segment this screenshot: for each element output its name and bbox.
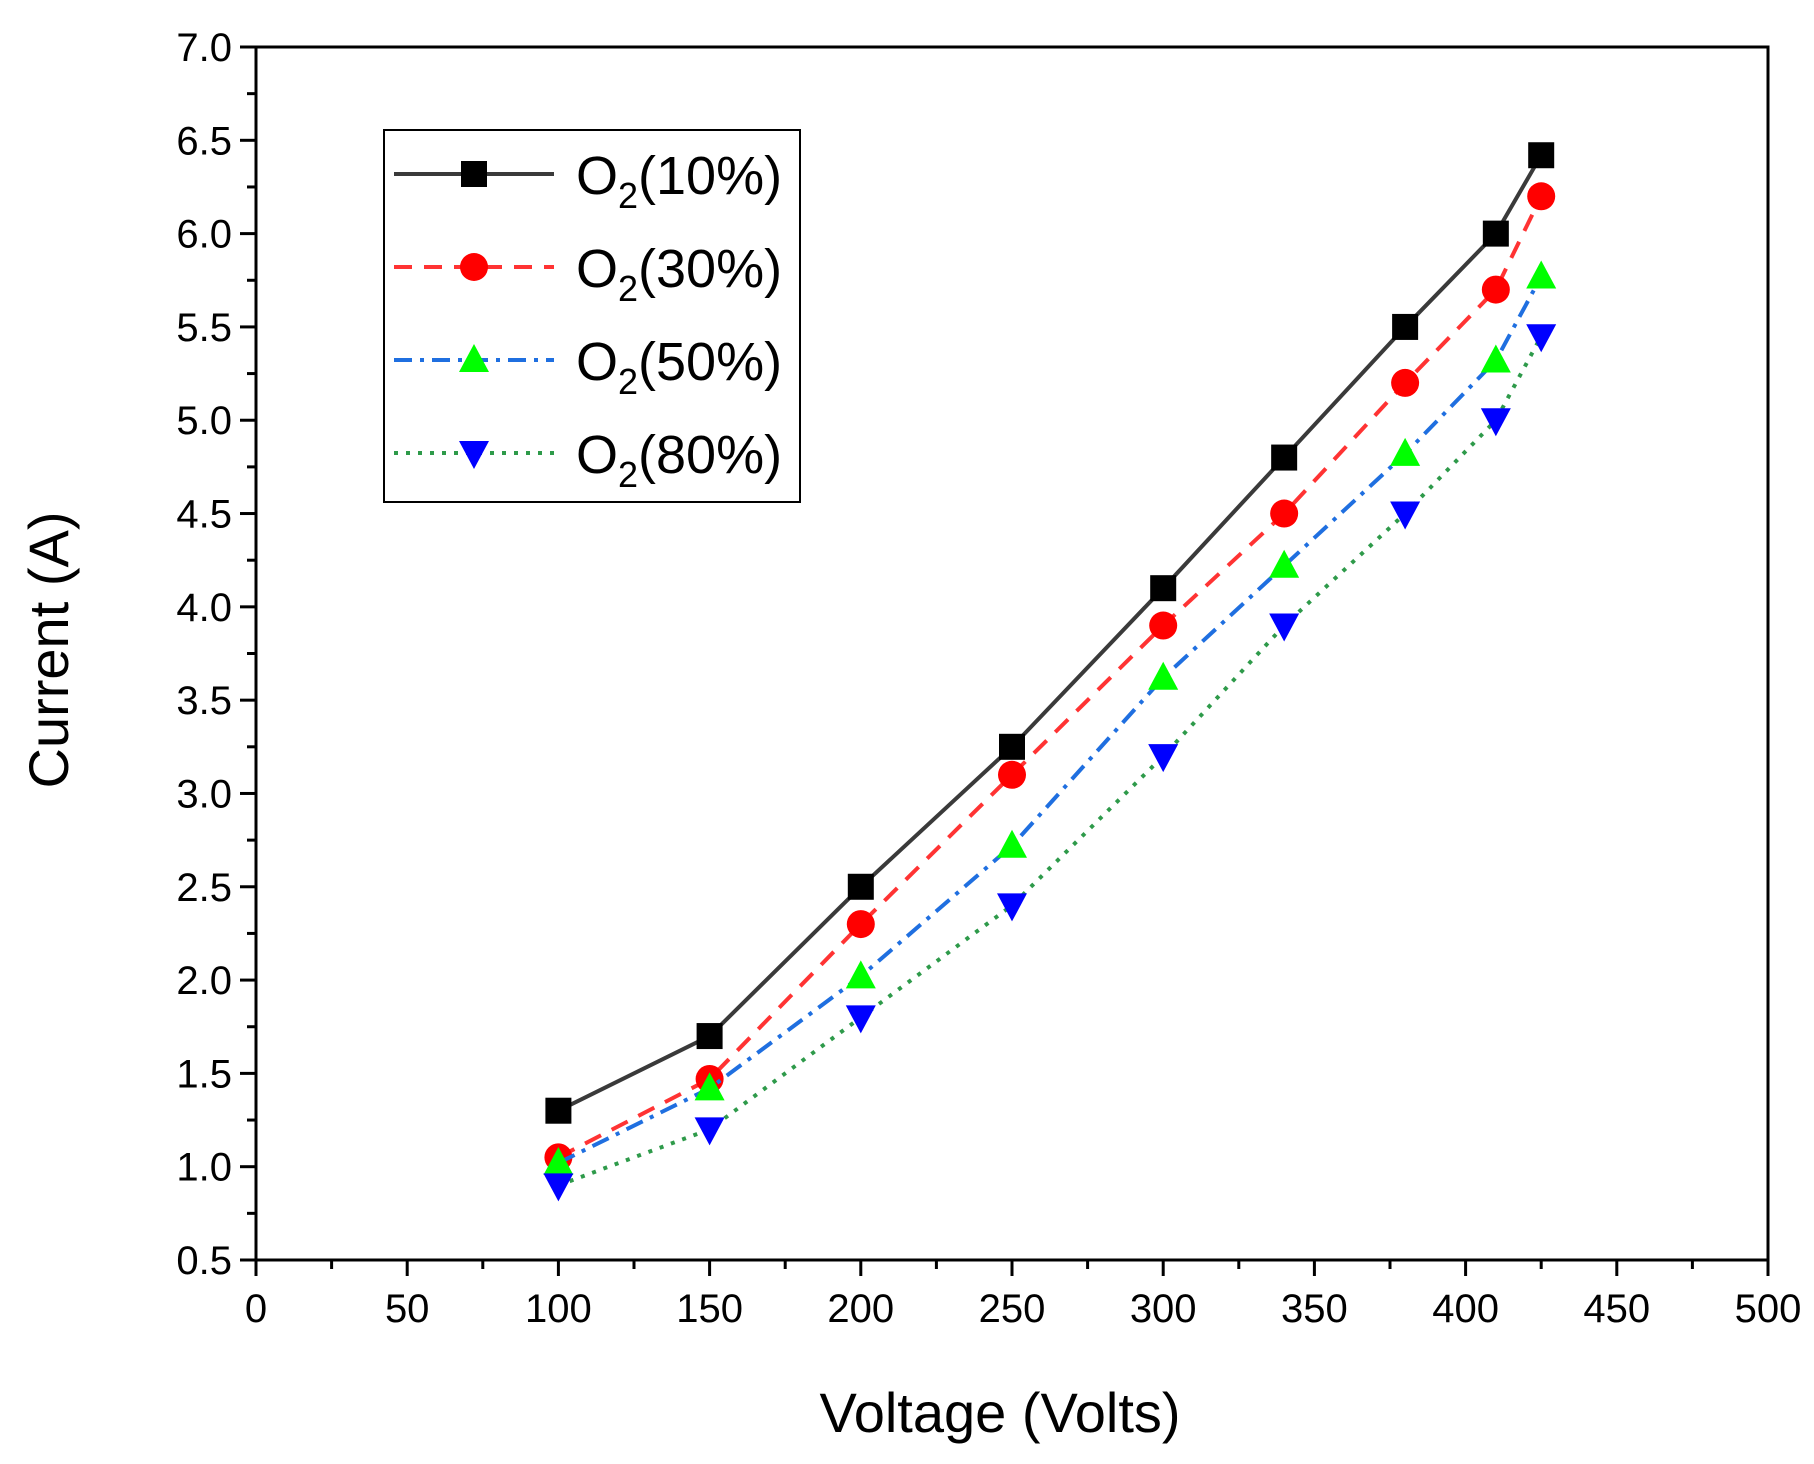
triangle-up-marker [1148,661,1179,690]
triangle-down-marker [1148,744,1179,773]
x-tick-label: 300 [1130,1287,1197,1331]
series-2 [544,182,1556,1172]
x-tick-label: 250 [979,1287,1046,1331]
y-tick-label: 3.0 [176,772,232,816]
legend-label: O2(30%) [576,239,782,309]
triangle-down-marker [543,1173,574,1202]
triangle-down-marker [694,1117,725,1146]
series-line [557,335,1543,1188]
series-line [557,275,1543,1165]
square-marker [999,733,1025,760]
x-axis: 0 50 100 150 200 250 300 350 400 450 500 [245,1260,1802,1331]
y-axis-title: Current (A) [17,512,80,789]
x-tick-label: 500 [1735,1287,1802,1331]
x-tick-label: 150 [676,1287,743,1331]
series-3 [543,260,1557,1175]
y-tick-label: 4.5 [176,493,232,537]
x-tick-label: 50 [385,1287,430,1331]
square-marker [1528,142,1555,169]
square-marker [545,1097,572,1124]
series-layer [543,142,1557,1202]
square-marker [1392,313,1419,340]
y-tick-label: 5.5 [176,306,232,350]
x-tick-label: 350 [1281,1287,1348,1331]
square-marker [461,161,487,187]
series-1 [545,142,1555,1124]
triangle-up-marker [1526,260,1557,289]
triangle-down-marker [459,441,489,469]
x-tick-label: 100 [525,1287,592,1331]
y-tick-label: 2.5 [176,866,232,910]
triangle-up-marker [1480,344,1511,373]
legend-label: O2(10%) [576,146,782,216]
y-tick-label: 1.0 [176,1146,232,1190]
y-tick-label: 0.5 [176,1239,232,1283]
legend-box [383,129,801,503]
y-tick-label: 5.0 [176,399,232,443]
square-marker [1150,575,1177,602]
circle-marker [1149,611,1178,640]
y-tick-label: 4.0 [176,586,232,630]
square-marker [696,1023,723,1050]
y-tick-label: 1.5 [176,1052,232,1096]
triangle-up-marker [845,960,876,989]
square-marker [847,873,874,900]
square-marker [1271,444,1298,471]
y-tick-label: 3.5 [176,679,232,723]
triangle-up-marker [694,1072,725,1101]
triangle-down-marker [1390,501,1421,530]
circle-marker [1391,368,1420,397]
y-axis: 0.5 1.0 1.5 2.0 2.5 3.0 3.5 4.0 4.5 5.0 5.5 6.0 6.5 7… [176,26,256,1283]
triangle-down-marker [1526,324,1557,353]
y-tick-label: 6.0 [176,213,232,257]
x-tick-label: 0 [245,1287,267,1331]
triangle-up-marker [1269,549,1300,578]
x-axis-title: Voltage (Volts) [819,1381,1180,1444]
x-tick-label: 450 [1583,1287,1650,1331]
circle-marker [1481,275,1510,304]
y-tick-label: 7.0 [176,26,232,70]
legend-entry: O2(80%) [394,425,782,495]
legend-entry: O2(30%) [394,239,782,309]
x-tick-label: 200 [827,1287,894,1331]
y-tick-label: 2.0 [176,959,232,1003]
triangle-down-marker [997,893,1027,922]
square-marker [1482,220,1509,247]
circle-marker [1527,182,1556,211]
legend-entry: O2(50%) [394,332,782,402]
triangle-up-marker [543,1146,574,1175]
legend-label: O2(80%) [576,425,782,495]
circle-marker [1270,499,1299,528]
legend-entry: O2(10%) [394,146,782,216]
y-tick-label: 6.5 [176,119,232,163]
triangle-down-marker [1269,613,1300,642]
triangle-up-marker [459,344,489,372]
x-tick-label: 400 [1432,1287,1499,1331]
triangle-down-marker [1480,408,1511,437]
legend: O2(10%) O2(30%) O2(50%) O2(80%) [383,129,801,503]
triangle-down-marker [845,1005,876,1034]
triangle-up-marker [997,829,1027,858]
circle-marker [846,910,875,939]
triangle-up-marker [1390,437,1421,466]
circle-marker [460,253,488,281]
legend-label: O2(50%) [576,332,782,402]
circle-marker [998,760,1026,789]
series-4 [543,324,1557,1202]
